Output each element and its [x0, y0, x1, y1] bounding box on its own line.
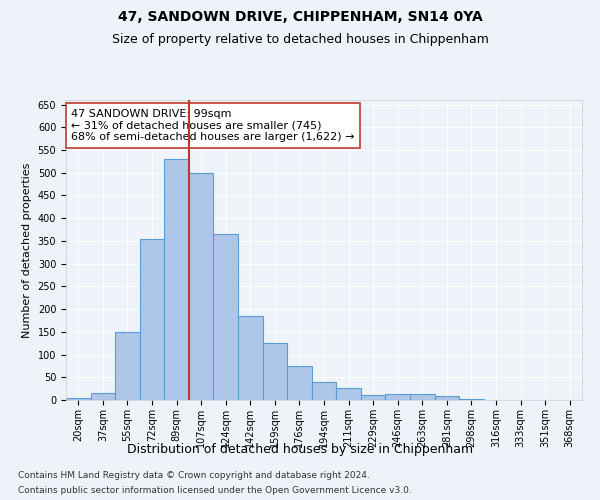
Bar	[66, 398, 91, 400]
Bar	[410, 394, 434, 400]
Bar	[189, 172, 214, 400]
Bar	[140, 238, 164, 400]
Bar	[287, 366, 312, 400]
Bar	[115, 332, 140, 400]
Bar	[385, 394, 410, 400]
Bar	[214, 234, 238, 400]
Text: Size of property relative to detached houses in Chippenham: Size of property relative to detached ho…	[112, 32, 488, 46]
Bar	[263, 343, 287, 400]
Text: Distribution of detached houses by size in Chippenham: Distribution of detached houses by size …	[127, 442, 473, 456]
Text: 47 SANDOWN DRIVE: 99sqm
← 31% of detached houses are smaller (745)
68% of semi-d: 47 SANDOWN DRIVE: 99sqm ← 31% of detache…	[71, 109, 355, 142]
Bar	[312, 382, 336, 400]
Bar	[91, 393, 115, 400]
Text: 47, SANDOWN DRIVE, CHIPPENHAM, SN14 0YA: 47, SANDOWN DRIVE, CHIPPENHAM, SN14 0YA	[118, 10, 482, 24]
Text: Contains HM Land Registry data © Crown copyright and database right 2024.: Contains HM Land Registry data © Crown c…	[18, 471, 370, 480]
Bar	[361, 396, 385, 400]
Y-axis label: Number of detached properties: Number of detached properties	[22, 162, 32, 338]
Bar	[238, 316, 263, 400]
Bar	[434, 396, 459, 400]
Bar	[336, 388, 361, 400]
Bar	[164, 159, 189, 400]
Text: Contains public sector information licensed under the Open Government Licence v3: Contains public sector information licen…	[18, 486, 412, 495]
Bar	[459, 399, 484, 400]
